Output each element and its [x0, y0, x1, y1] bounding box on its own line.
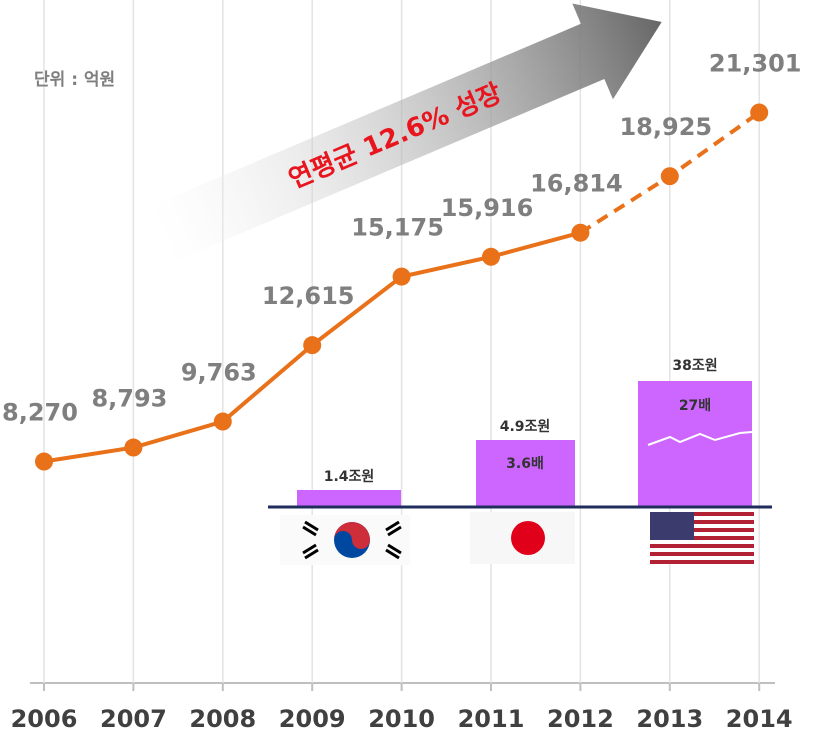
x-tick-label: 2013 — [636, 705, 703, 733]
x-tick-label: 2007 — [100, 705, 167, 733]
point — [213, 412, 232, 431]
flag-korea — [280, 515, 410, 565]
data-label: 15,916 — [441, 194, 534, 222]
point — [750, 103, 769, 122]
data-label: 15,175 — [351, 214, 444, 242]
x-tick-label: 2008 — [189, 705, 256, 733]
bar-japan — [476, 440, 575, 506]
data-label: 21,301 — [709, 50, 802, 78]
data-label: 9,763 — [181, 359, 257, 387]
point — [303, 336, 322, 355]
flag-usa — [650, 512, 754, 564]
comparison-label: 1.4조원 — [324, 469, 375, 485]
flag-japan — [470, 512, 575, 564]
x-tick-label: 2011 — [458, 705, 525, 733]
point — [392, 267, 411, 286]
data-label: 18,925 — [619, 113, 712, 141]
plot: 2006 2007 2008 2009 2010 2011 2012 2013 2014 8,27… — [2, 50, 801, 733]
data-label: 16,814 — [530, 170, 623, 198]
bar-usa — [638, 381, 752, 506]
arrow-shape — [148, 3, 662, 263]
x-tick-label: 2009 — [279, 705, 346, 733]
axis-break — [647, 431, 753, 446]
x-tick-label: 2006 — [11, 705, 78, 733]
point — [124, 438, 143, 457]
data-label: 12,615 — [262, 282, 355, 310]
x-tick-label: 2014 — [726, 705, 793, 733]
comparison-ratio: 27배 — [679, 398, 711, 414]
x-tick-label: 2012 — [547, 705, 614, 733]
data-label: 8,270 — [2, 399, 78, 427]
comparison-label: 4.9조원 — [500, 419, 551, 435]
comparison-ratio: 3.6배 — [506, 456, 544, 472]
comparison-inset: 1.4조원 4.9조원 3.6배 38조원 27배 — [268, 358, 772, 565]
point — [482, 247, 500, 266]
unit-note: 단위 : 억원 — [34, 70, 115, 90]
bar-korea — [297, 490, 401, 506]
point — [35, 452, 53, 471]
point — [660, 167, 679, 186]
comparison-label: 38조원 — [672, 358, 717, 374]
data-label: 8,793 — [91, 385, 167, 413]
point — [571, 223, 590, 242]
x-tick-label: 2010 — [368, 705, 435, 733]
